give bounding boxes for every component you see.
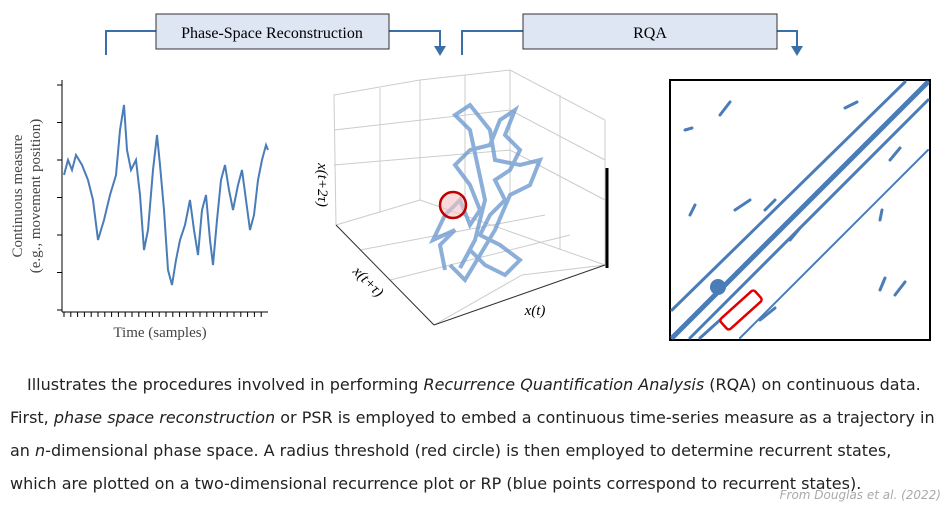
y-label: (e.g., movement position) — [28, 119, 44, 274]
caption-emphasis: n — [35, 441, 46, 460]
recurrence-points — [670, 80, 930, 340]
source: From Douglas et al. (2022) — [779, 488, 941, 502]
y-label-3d: x(t+τ) — [349, 263, 387, 301]
caption: Illustrates the procedures involved in p… — [10, 368, 940, 500]
caption-text: or PSR is employed to embed a continuous… — [10, 408, 935, 460]
x-label: Time (samples) — [113, 325, 206, 341]
rqa-label: RQA — [633, 25, 667, 42]
brackets — [105, 30, 798, 55]
recurrence-blob — [710, 279, 726, 295]
caption-text: -dimensional phase space. A radius thres… — [10, 441, 892, 493]
psr-label: Phase-Space Reconstruction — [181, 25, 363, 42]
trajectory — [428, 102, 544, 284]
axis-line — [433, 264, 606, 326]
time-series-line — [63, 104, 269, 286]
z-label: x(t+2τ) — [314, 162, 330, 207]
caption-emphasis: Recurrence Quantification Analysis — [423, 375, 705, 394]
axis-line — [335, 224, 435, 326]
highlight-box — [719, 289, 763, 331]
rqa-box — [522, 13, 778, 50]
caption-emphasis: phase space reconstruction — [53, 408, 276, 427]
time-series-panel: Continuous measure (e.g., movement posit… — [10, 80, 269, 341]
caption-text: (RQA) on continuous data. First, — [10, 375, 921, 427]
x-label-3d: x(t) — [524, 303, 546, 319]
y-label: Continuous measure — [10, 134, 26, 257]
psr-box — [155, 13, 390, 50]
figure: Phase-Space Reconstruction RQA Continuou… — [10, 13, 931, 341]
arrowheads — [434, 46, 803, 56]
caption-text: Illustrates the procedures involved in p… — [27, 375, 424, 394]
radius-circle — [438, 190, 468, 220]
